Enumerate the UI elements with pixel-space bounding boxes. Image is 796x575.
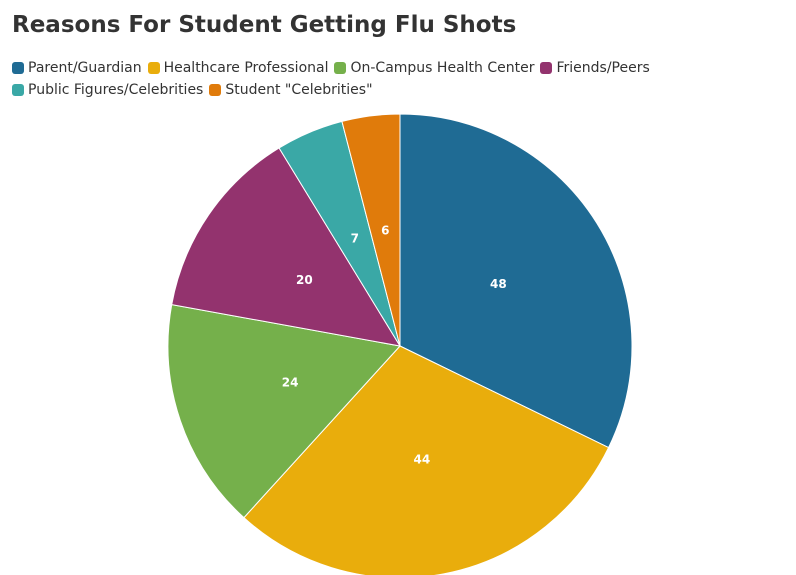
- legend-swatch: [540, 62, 553, 74]
- data-label: 44: [414, 452, 431, 466]
- data-label: 48: [490, 277, 507, 291]
- legend-swatch: [12, 84, 24, 96]
- data-label: 20: [296, 273, 313, 287]
- legend-swatch: [209, 84, 222, 96]
- data-label: 6: [381, 223, 389, 237]
- pie-slice: [243, 345, 610, 575]
- pie-slice: [167, 304, 401, 519]
- legend-item: Friends/Peers: [540, 59, 650, 77]
- legend-item: Student "Celebrities": [209, 81, 373, 99]
- legend-item: Healthcare Professional: [147, 59, 329, 77]
- legend-label: Healthcare Professional: [163, 60, 329, 76]
- legend-item: Public Figures/Celebrities: [12, 81, 203, 99]
- legend-swatch: [334, 62, 347, 74]
- legend-label: Friends/Peers: [556, 60, 650, 76]
- data-label: 7: [351, 232, 359, 246]
- legend-swatch: [147, 62, 160, 74]
- legend-label: Parent/Guardian: [28, 60, 142, 76]
- legend-label: Student "Celebrities": [225, 82, 373, 98]
- pie-slice: [399, 113, 633, 449]
- pie-slice: [171, 147, 402, 347]
- legend-label: On-Campus Health Center: [350, 60, 535, 76]
- legend: Parent/Guardian Healthcare Professional On…: [12, 59, 652, 99]
- data-label: 24: [282, 376, 299, 390]
- legend-swatch: [12, 62, 24, 74]
- legend-item: On-Campus Health Center: [334, 59, 534, 77]
- legend-item: Parent/Guardian: [12, 59, 142, 77]
- legend-label: Public Figures/Celebrities: [28, 82, 204, 98]
- pie-slice: [341, 113, 401, 347]
- chart-title: Reasons For Student Getting Flu Shots: [12, 12, 517, 38]
